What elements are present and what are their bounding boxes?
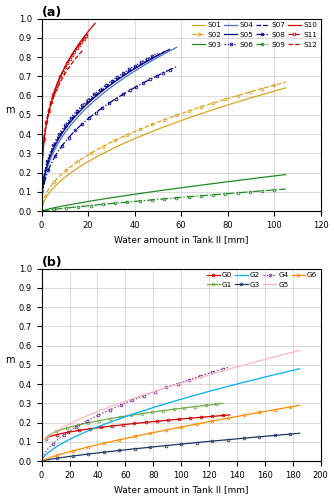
Y-axis label: m: m — [6, 105, 15, 115]
X-axis label: Water amount in Tank II [mm]: Water amount in Tank II [mm] — [114, 486, 248, 494]
Y-axis label: m: m — [6, 355, 15, 365]
Legend: G0, G1, G2, G3, G4, G5, G6: G0, G1, G2, G3, G4, G5, G6 — [204, 270, 320, 291]
Legend: S01, S02, S03, S04, S05, S06, S07, S08, S09, S10, S11, S12: S01, S02, S03, S04, S05, S06, S07, S08, … — [189, 20, 320, 50]
Text: (b): (b) — [42, 256, 62, 268]
Text: (a): (a) — [42, 6, 62, 18]
X-axis label: Water amount in Tank II [mm]: Water amount in Tank II [mm] — [114, 236, 248, 244]
